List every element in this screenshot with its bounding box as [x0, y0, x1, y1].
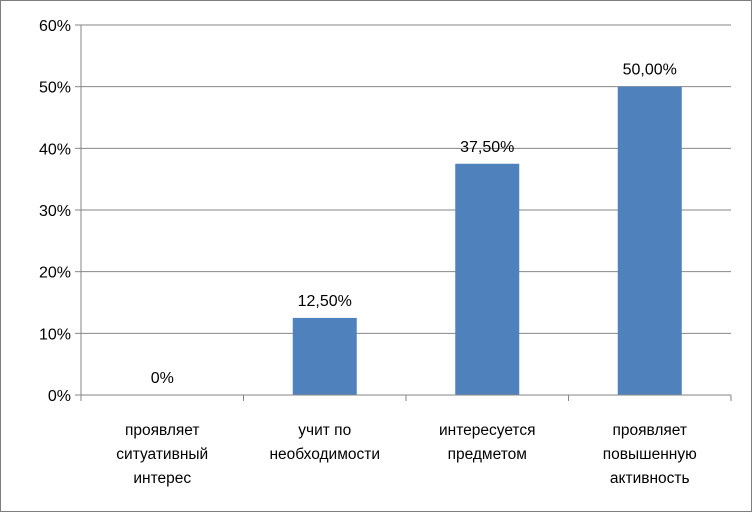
x-tick-label-line: повышенную — [603, 446, 697, 463]
y-tick-label: 20% — [39, 265, 71, 282]
y-tick-label: 40% — [39, 141, 71, 158]
x-tick-label-line: необходимости — [269, 446, 380, 463]
bar — [292, 317, 357, 395]
data-label: 12,50% — [298, 293, 352, 310]
x-tick-label: проявляет повышенную активность — [603, 422, 697, 487]
y-tick-label: 0% — [48, 388, 71, 405]
labels: 0% 10% 20% 30% 40% 50% 60% 0% проявляет ситуативн… — [39, 18, 697, 487]
x-tick-label-line: интерес — [133, 470, 191, 487]
x-tick-label-line: учит по — [298, 422, 351, 439]
x-tick-label-line: активность — [610, 470, 690, 487]
x-tick-label-line: проявляет — [125, 422, 200, 439]
y-tick-label: 50% — [39, 80, 71, 97]
x-tick-label-line: проявляет — [612, 422, 687, 439]
y-tick-label: 60% — [39, 18, 71, 35]
x-tick-label-line: предметом — [448, 446, 527, 463]
data-label: 0% — [151, 370, 174, 387]
bars — [292, 86, 682, 396]
x-tick-label: интересуется предметом — [439, 422, 536, 463]
x-tick-label-line: ситуативный — [116, 446, 208, 463]
x-tick-label: проявляет ситуативный интерес — [116, 422, 208, 487]
data-label: 37,50% — [460, 139, 514, 156]
bar — [455, 163, 520, 395]
bar — [617, 86, 682, 396]
y-tick-label: 30% — [39, 203, 71, 220]
data-label: 50,00% — [623, 62, 677, 79]
axes — [75, 24, 732, 401]
x-tick-label: учит по необходимости — [269, 422, 380, 463]
y-tick-label: 10% — [39, 326, 71, 343]
x-tick-label-line: интересуется — [439, 422, 536, 439]
